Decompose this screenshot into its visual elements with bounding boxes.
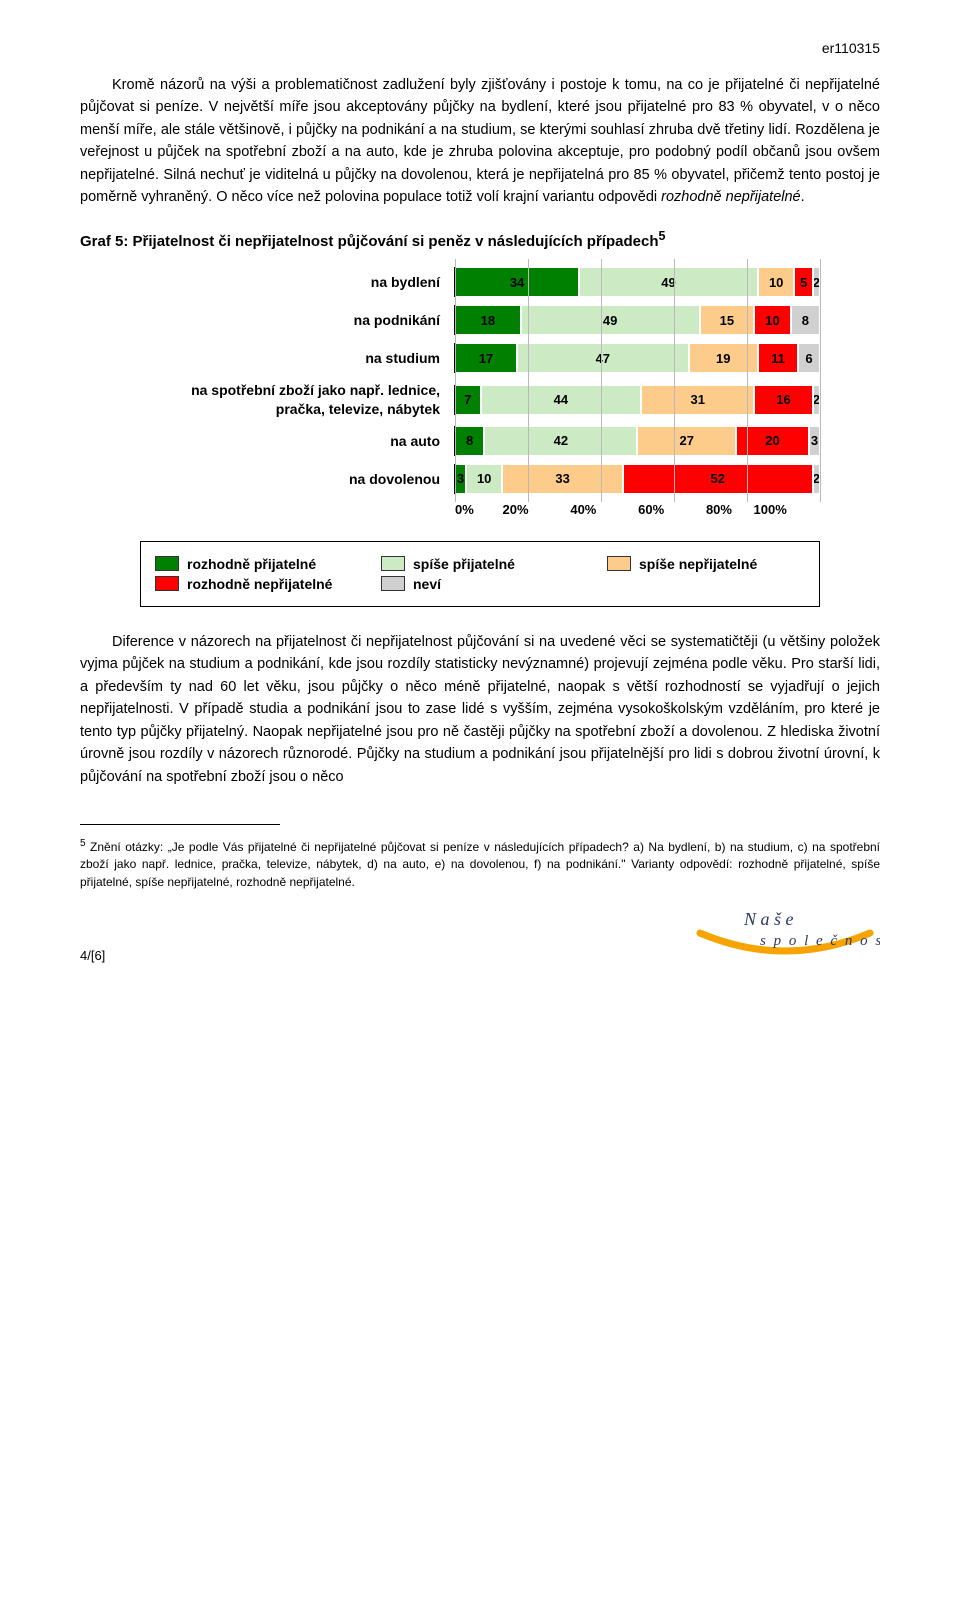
nase-spolecnost-logo: N a š e s p o l e č n o s t [690,909,880,963]
chart-segment: 52 [623,464,813,494]
chart-row-label: na bydlení [140,273,454,291]
chart-segment: 16 [754,385,812,415]
logo-text-bottom: s p o l e č n o s t [760,933,880,949]
chart-segment: 44 [481,385,642,415]
chart-segment: 31 [641,385,754,415]
chart-segment: 33 [502,464,622,494]
chart-row: na studium174719116 [140,343,820,373]
paragraph-1: Kromě názorů na výši a problematičnost z… [80,74,880,209]
gridline [820,297,821,343]
chart-segment: 15 [700,305,755,335]
legend-item: spíše nepřijatelné [607,556,805,572]
chart-segment: 7 [455,385,481,415]
chart-segment: 2 [813,267,820,297]
paragraph-2: Diference v názorech na přijatelnost či … [80,631,880,788]
legend-swatch [381,576,405,591]
chart-segment: 17 [455,343,517,373]
chart-segment: 10 [758,267,795,297]
chart-x-axis: 0% 20% 40% 60% 80% 100% [140,502,820,517]
chart-legend: rozhodně přijatelné spíše přijatelné spíše… [140,541,820,607]
chart-row-bars: 184915108 [454,305,820,335]
chart-segment: 2 [813,385,820,415]
chart-row-label: na spotřební zboží jako např. lednice, p… [140,381,454,417]
chart-segment: 5 [794,267,812,297]
chart-row-bars: 31033522 [454,464,820,494]
page-number: 4/[6] [80,948,105,963]
footnote-text: Znění otázky: „Je podle Vás přijatelné č… [80,840,880,889]
chart-title-sup: 5 [659,229,666,243]
gridline [820,377,821,423]
stacked-bar-chart: na bydlení34491052na podnikání184915108n… [140,267,820,516]
legend-label: neví [413,576,441,592]
legend-item: spíše přijatelné [381,556,579,572]
chart-row-bars: 84227203 [454,426,820,456]
axis-ticks: 0% 20% 40% 60% 80% 100% [454,502,820,517]
legend-label: rozhodně přijatelné [187,556,316,572]
chart-segment: 3 [809,426,820,456]
chart-segment: 34 [455,267,579,297]
legend-swatch [155,576,179,591]
legend-swatch [381,556,405,571]
chart-row: na bydlení34491052 [140,267,820,297]
gridline [820,335,821,381]
page: er110315 Kromě názorů na výši a problema… [0,0,960,983]
gridline [820,259,821,305]
axis-tick: 20% [503,502,529,517]
legend-item: rozhodně nepřijatelné [155,576,353,592]
axis-tick: 100% [754,502,787,517]
legend-item: rozhodně přijatelné [155,556,353,572]
document-id: er110315 [80,40,880,56]
chart-segment: 3 [455,464,466,494]
axis-tick: 0% [455,502,474,517]
legend-swatch [155,556,179,571]
chart-segment: 19 [689,343,758,373]
chart-row-bars: 34491052 [454,267,820,297]
axis-tick: 80% [706,502,732,517]
axis-tick: 40% [570,502,596,517]
chart-row: na auto84227203 [140,426,820,456]
legend-row: rozhodně přijatelné spíše přijatelné spíše… [155,556,805,572]
chart-title-text: Graf 5: Přijatelnost či nepřijatelnost p… [80,233,659,250]
chart-segment: 10 [466,464,503,494]
chart-segment: 8 [791,305,820,335]
footnote-separator [80,824,280,825]
chart-segment: 11 [758,343,798,373]
page-footer: 4/[6] N a š e s p o l e č n o s t [80,909,880,963]
footnote: 5 Znění otázky: „Je podle Vás přijatelné… [80,837,880,891]
chart-segment: 6 [798,343,820,373]
chart-row-label: na podnikání [140,311,454,329]
legend-row: rozhodně nepřijatelné neví [155,576,805,592]
legend-swatch [607,556,631,571]
chart-row-label: na auto [140,432,454,450]
chart-segment: 8 [455,426,484,456]
chart-segment: 49 [521,305,700,335]
chart-row-bars: 174719116 [454,343,820,373]
chart-row: na spotřební zboží jako např. lednice, p… [140,381,820,417]
chart-segment: 18 [455,305,521,335]
legend-label: spíše nepřijatelné [639,556,757,572]
para1-text-c: . [801,189,805,205]
gridline [820,418,821,464]
chart-segment: 47 [517,343,689,373]
axis-tick: 60% [638,502,664,517]
legend-item: neví [381,576,579,592]
para1-italic: rozhodně nepřijatelné [661,189,800,205]
chart-row-label: na studium [140,349,454,367]
chart-segment: 27 [637,426,736,456]
chart-title: Graf 5: Přijatelnost či nepřijatelnost p… [80,227,880,254]
chart-row: na dovolenou31033522 [140,464,820,494]
chart-segment: 20 [736,426,809,456]
chart-row-bars: 74431162 [454,385,820,415]
legend-label: spíše přijatelné [413,556,515,572]
chart-segment: 49 [579,267,758,297]
chart-segment: 2 [813,464,820,494]
para1-text-a: Kromě názorů na výši a problematičnost z… [80,77,880,205]
logo-text-top: N a š e [743,909,794,929]
chart-row-label: na dovolenou [140,470,454,488]
legend-label: rozhodně nepřijatelné [187,576,332,592]
chart-segment: 10 [754,305,791,335]
gridline [820,456,821,502]
chart-segment: 42 [484,426,637,456]
chart-row: na podnikání184915108 [140,305,820,335]
